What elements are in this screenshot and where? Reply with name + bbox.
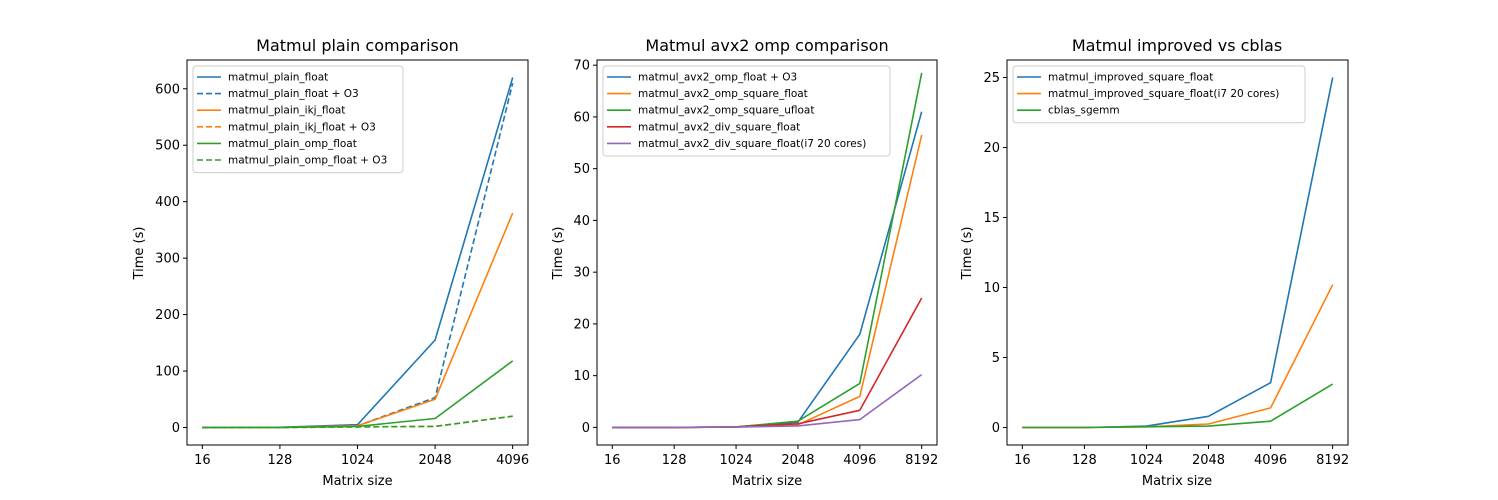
y-tick-label: 5	[992, 351, 1000, 366]
legend-label: matmul_avx2_omp_float + O3	[638, 72, 797, 84]
legend-label: matmul_plain_ikj_float	[228, 105, 345, 117]
x-tick-label: 128	[1072, 453, 1097, 468]
legend-label: matmul_plain_ikj_float + O3	[228, 121, 376, 133]
panel-improved-vs-cblas-xlabel: Matrix size	[1142, 474, 1212, 489]
x-tick-label: 16	[194, 453, 211, 468]
y-tick-label: 500	[155, 139, 180, 154]
panel-plain-comparison: Matmul plain comparison Matrix size Time…	[132, 36, 529, 489]
panel-plain-comparison-title: Matmul plain comparison	[256, 36, 459, 55]
y-tick-label: 40	[573, 214, 590, 229]
y-tick-label: 60	[573, 110, 590, 125]
x-tick-label: 128	[662, 453, 687, 468]
y-tick-label: 400	[155, 195, 180, 210]
x-tick-label: 4096	[1254, 453, 1287, 468]
y-tick-label: 300	[155, 252, 180, 267]
y-tick-label: 600	[155, 82, 180, 97]
legend-box	[1012, 65, 1306, 124]
x-tick-label: 8192	[1316, 453, 1349, 468]
x-tick-label: 8192	[905, 453, 938, 468]
y-tick-label: 20	[573, 317, 590, 332]
legend-label: matmul_avx2_div_square_float	[638, 121, 800, 133]
y-tick-label: 15	[983, 211, 1000, 226]
y-tick-label: 100	[155, 365, 180, 380]
plot-area-frame	[596, 59, 938, 446]
y-tick-label: 0	[992, 421, 1000, 436]
x-tick-label: 128	[268, 453, 293, 468]
legend-label: matmul_improved_square_float	[1048, 72, 1213, 84]
plot-area-frame	[186, 59, 529, 446]
x-tick-label: 2048	[419, 453, 452, 468]
legend-label: matmul_improved_square_float(i7 20 cores…	[1048, 88, 1279, 100]
legend-label: matmul_avx2_omp_square_ufloat	[638, 105, 814, 117]
legend-label: matmul_plain_omp_float	[228, 138, 357, 150]
x-tick-label: 4096	[843, 453, 876, 468]
panel-avx2-omp-comparison: Matmul avx2 omp comparison Matrix size T…	[551, 36, 938, 489]
y-tick-label: 70	[573, 59, 590, 74]
legend-box	[192, 65, 404, 174]
series-line-2	[1022, 383, 1334, 429]
x-tick-label: 2048	[1192, 453, 1225, 468]
legend-box	[602, 65, 891, 157]
y-tick-label: 0	[582, 421, 590, 436]
panel-avx2-omp-comparison-xlabel: Matrix size	[732, 474, 802, 489]
legend-label: matmul_plain_omp_float + O3	[228, 155, 387, 167]
y-tick-label: 25	[983, 71, 1000, 86]
y-tick-label: 10	[983, 281, 1000, 296]
panel-plain-comparison-xlabel: Matrix size	[322, 474, 392, 489]
x-tick-label: 1024	[1130, 453, 1163, 468]
legend-label: matmul_plain_float	[228, 72, 328, 84]
legend-label: matmul_plain_float + O3	[228, 88, 359, 100]
legend: matmul_improved_square_float matmul_impro…	[1012, 65, 1306, 124]
panel-improved-vs-cblas: Matmul improved vs cblas Matrix size Tim…	[960, 36, 1349, 489]
y-tick-label: 0	[172, 421, 180, 436]
legend-label: cblas_sgemm	[1048, 105, 1120, 117]
y-tick-label: 10	[573, 369, 590, 384]
x-tick-label: 16	[604, 453, 621, 468]
legend-label: matmul_avx2_omp_square_float	[638, 88, 808, 100]
x-tick-label: 1024	[720, 453, 753, 468]
panel-avx2-omp-comparison-ylabel: Time (s)	[551, 227, 566, 281]
x-tick-label: 1024	[341, 453, 374, 468]
y-tick-label: 50	[573, 162, 590, 177]
y-tick-label: 200	[155, 308, 180, 323]
legend: matmul_plain_float matmul_plain_float + O…	[192, 65, 404, 174]
legend-label: matmul_avx2_div_square_float(i7 20 cores…	[638, 138, 866, 150]
y-tick-label: 20	[983, 141, 1000, 156]
x-tick-label: 2048	[781, 453, 814, 468]
y-tick-label: 30	[573, 266, 590, 281]
panel-plain-comparison-ylabel: Time (s)	[132, 227, 147, 281]
panel-improved-vs-cblas-title: Matmul improved vs cblas	[1072, 36, 1282, 55]
plot-area-frame	[1006, 59, 1349, 446]
legend: matmul_avx2_omp_float + O3 matmul_avx2_om…	[602, 65, 891, 157]
series-line-4	[612, 373, 923, 429]
x-tick-label: 16	[1014, 453, 1031, 468]
panel-improved-vs-cblas-ylabel: Time (s)	[960, 227, 975, 281]
x-tick-label: 4096	[496, 453, 529, 468]
series-line-5	[202, 415, 513, 429]
panel-avx2-omp-comparison-title: Matmul avx2 omp comparison	[645, 36, 888, 55]
